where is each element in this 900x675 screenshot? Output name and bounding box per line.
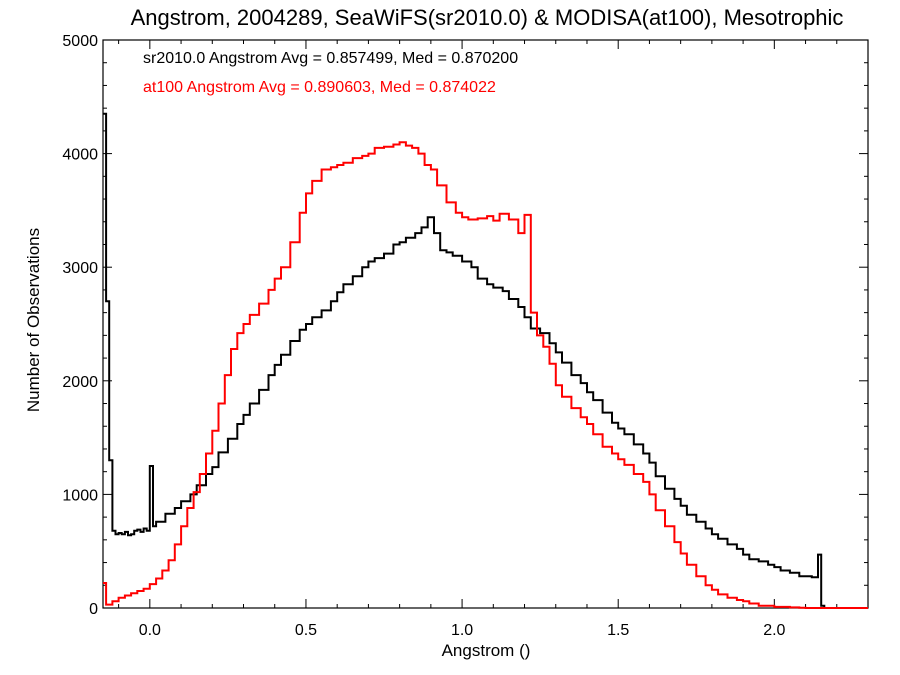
y-tick-label: 0 xyxy=(89,601,98,618)
series-line-0 xyxy=(103,112,868,609)
series-layer xyxy=(103,112,868,609)
y-tick-label: 2000 xyxy=(62,374,98,391)
y-axis-ticks: 0 1000 2000 3000 4000 5000 xyxy=(62,33,868,618)
plot-frame xyxy=(102,39,869,609)
y-axis-label: Number of Observations xyxy=(24,228,43,412)
chart-title: Angstrom, 2004289, SeaWiFS(sr2010.0) & M… xyxy=(131,5,844,30)
y-tick-label: 1000 xyxy=(62,487,98,504)
x-axis-ticks: 0.0 0.5 1.0 1.5 2.0 xyxy=(118,40,838,639)
x-tick-label: 2.0 xyxy=(763,622,785,639)
annotation-at100: at100 Angstrom Avg = 0.890603, Med = 0.8… xyxy=(143,79,496,96)
y-tick-label: 3000 xyxy=(62,260,98,277)
y-tick-label: 4000 xyxy=(62,147,98,164)
x-tick-label: 0.0 xyxy=(139,622,161,639)
x-tick-label: 1.5 xyxy=(607,622,629,639)
annotation-sr2010: sr2010.0 Angstrom Avg = 0.857499, Med = … xyxy=(143,50,518,67)
x-tick-label: 0.5 xyxy=(295,622,317,639)
y-tick-label: 5000 xyxy=(62,33,98,50)
x-axis-label: Angstrom () xyxy=(442,641,531,660)
x-tick-label: 1.0 xyxy=(451,622,473,639)
series-line-1 xyxy=(103,141,868,609)
